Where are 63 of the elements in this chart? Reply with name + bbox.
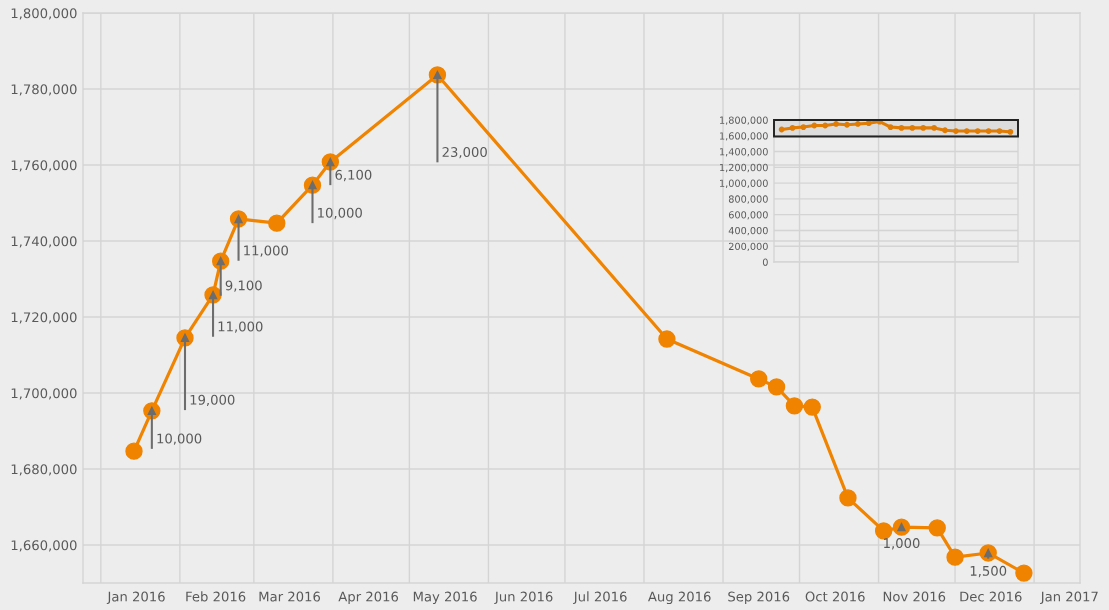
point: [1015, 564, 1033, 582]
x-tick-label: Mar 2016: [259, 591, 321, 602]
x-tick-label: May 2016: [413, 591, 477, 605]
y-tick-label: 1,760,000: [11, 160, 77, 172]
annotation: 11,000: [218, 321, 263, 333]
y-tick-label: 1,780,000: [11, 84, 77, 96]
x-tick-label: Jan 2017: [1040, 591, 1098, 604]
y-tick-label: 1,660,000: [11, 540, 77, 552]
x-tick-label: Jan 2016: [106, 591, 165, 604]
y-tick-label: 1,600,000: [720, 132, 768, 141]
x-tick-label: Aug 2016: [648, 591, 711, 605]
point: [785, 397, 804, 415]
x-tick-label: Oct 2016: [805, 591, 865, 602]
point: [321, 153, 340, 171]
point: [803, 398, 821, 416]
x-tick-label: Jul 2016: [573, 591, 627, 604]
point: [212, 252, 230, 270]
x-tick-label: Apr 2016: [338, 591, 399, 605]
point: [125, 442, 143, 460]
annotation: 10,000: [318, 207, 362, 220]
point: [303, 176, 322, 194]
annotation: 9,100: [225, 280, 262, 292]
annotation: 10,000: [157, 433, 202, 445]
x-tick-label: Sep 2016: [728, 591, 790, 605]
y-tick-label: 1,200,000: [720, 163, 768, 173]
point: [229, 210, 248, 228]
point: [946, 548, 964, 566]
point: [176, 329, 194, 347]
point: [750, 370, 768, 388]
y-tick-label: 600,000: [728, 211, 768, 220]
y-tick-label: 1,680,000: [11, 464, 77, 476]
y-tick-label: 0: [762, 258, 768, 266]
y-tick-label: 800,000: [728, 195, 768, 204]
y-tick-label: 400,000: [728, 226, 768, 236]
annotation: 1,000: [884, 538, 920, 550]
point: [268, 214, 286, 232]
y-tick-label: 1,800,000: [720, 116, 768, 125]
annotation: 6,100: [335, 169, 372, 182]
point: [892, 518, 911, 536]
y-tick-label: 200,000: [728, 242, 768, 252]
annotation: 23,000: [442, 147, 487, 159]
y-tick-label: 1,740,000: [11, 236, 77, 248]
point: [658, 330, 676, 348]
point: [767, 378, 786, 396]
y-tick-label: 1,700,000: [11, 388, 77, 400]
point: [204, 286, 222, 304]
annotation: 11,000: [244, 245, 288, 257]
point: [928, 519, 946, 537]
point: [979, 544, 997, 562]
x-tick-label: Feb 2016: [186, 591, 246, 602]
point: [143, 402, 161, 420]
annotation: 19,000: [190, 394, 235, 407]
y-tick-label: 1,000,000: [720, 179, 768, 188]
point: [839, 489, 857, 507]
x-tick-label: Nov 2016: [883, 591, 946, 602]
x-tick-label: Dec 2016: [960, 591, 1022, 602]
y-tick-label: 1,400,000: [720, 148, 768, 157]
x-tick-label: Jun 2016: [494, 591, 553, 604]
point: [428, 66, 447, 84]
point: [874, 522, 893, 540]
y-tick-label: 1,800,000: [11, 8, 77, 20]
y-tick-label: 1,720,000: [11, 312, 77, 324]
annotation: 1,500: [970, 565, 1007, 578]
